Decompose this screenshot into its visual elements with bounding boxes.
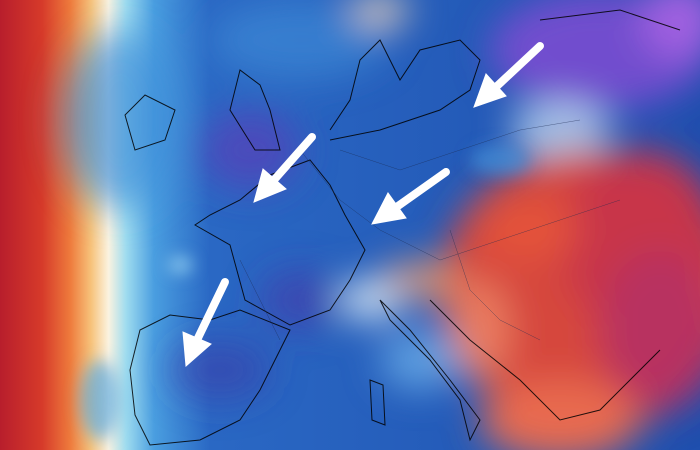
arrow [194, 278, 229, 342]
arrow-head [253, 168, 287, 203]
arrow-head [473, 73, 507, 108]
cold-pockets [80, 145, 530, 440]
arrow-head [182, 331, 212, 368]
arrow [394, 168, 450, 210]
arrows [182, 42, 544, 368]
coastlines [124, 9, 681, 446]
temperature-anomaly-field [60, 0, 700, 450]
arrow [492, 42, 544, 91]
borders [239, 119, 621, 341]
arrow-head [371, 192, 407, 225]
arrow [270, 133, 316, 184]
